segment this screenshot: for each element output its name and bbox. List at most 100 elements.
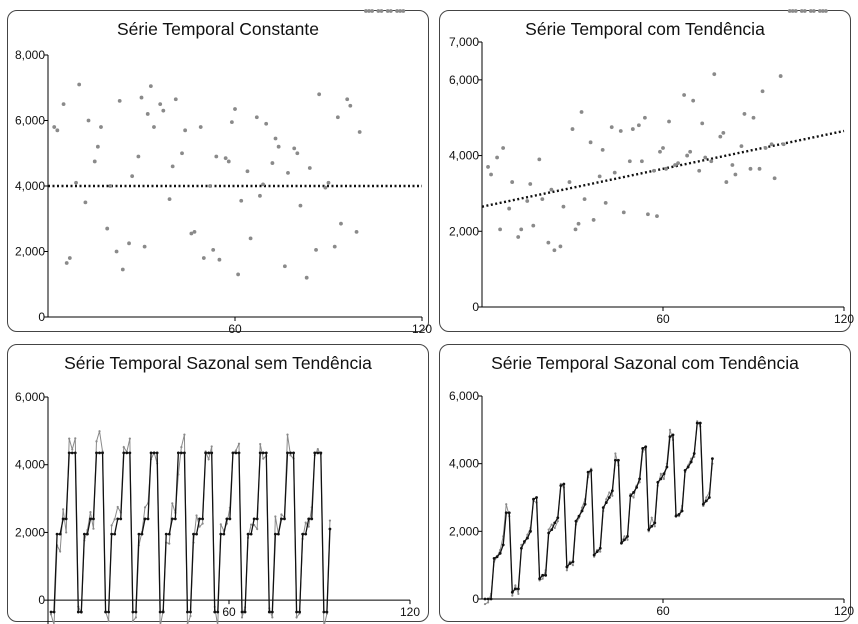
- series-point: [259, 442, 262, 446]
- series-point: [125, 451, 129, 455]
- data-point: [254, 115, 259, 120]
- series-point: [319, 451, 323, 455]
- series-point: [255, 517, 259, 521]
- data-point: [667, 119, 671, 124]
- series-point: [262, 457, 265, 460]
- series-point: [310, 517, 314, 521]
- series-point: [176, 451, 180, 455]
- series-point: [580, 509, 584, 513]
- series-point: [170, 517, 174, 521]
- x-tick-label: 120: [412, 322, 432, 336]
- data-point: [170, 164, 175, 169]
- y-tick-label: 0: [38, 593, 45, 607]
- series-point: [62, 508, 65, 511]
- data-point: [646, 212, 650, 217]
- x-tick-label: 120: [834, 312, 854, 326]
- series-point: [116, 517, 120, 521]
- data-point: [760, 89, 765, 94]
- series-point: [644, 445, 648, 449]
- series-point: [599, 550, 602, 553]
- series-point: [322, 610, 326, 614]
- series-point: [189, 610, 192, 614]
- series-point: [483, 597, 487, 601]
- data-point: [298, 203, 303, 208]
- data-point: [139, 95, 144, 100]
- data-point: [781, 142, 786, 147]
- data-point: [64, 261, 69, 265]
- data-point: [495, 155, 499, 160]
- data-point: [811, 9, 816, 13]
- series-point: [183, 433, 186, 436]
- data-point: [370, 9, 375, 13]
- series-point: [167, 532, 171, 536]
- data-point: [528, 182, 533, 186]
- chart-panel-trend: Série Temporal com Tendência 0 2,000 4,000…: [439, 9, 854, 332]
- y-tick-label: 4,000: [15, 458, 45, 472]
- series-point: [680, 509, 684, 513]
- series-point: [607, 496, 611, 499]
- series-point: [143, 506, 147, 509]
- data-point: [721, 130, 726, 135]
- series-point: [89, 511, 92, 514]
- series-point: [547, 528, 550, 531]
- data-point: [507, 206, 512, 211]
- data-point: [778, 74, 783, 78]
- data-point: [510, 180, 515, 184]
- data-point: [757, 166, 762, 171]
- data-point: [67, 256, 72, 260]
- series-point: [710, 457, 714, 460]
- data-point: [664, 166, 668, 171]
- series-line-light: [50, 431, 331, 624]
- series-point: [662, 472, 666, 476]
- series-point: [707, 496, 711, 499]
- data-point: [600, 147, 605, 152]
- data-point: [802, 9, 807, 13]
- series-point: [137, 532, 141, 536]
- data-point: [655, 214, 659, 219]
- series-point: [650, 524, 654, 528]
- data-point: [233, 107, 237, 111]
- data-point: [339, 221, 343, 226]
- series-point: [571, 564, 575, 567]
- data-point: [229, 120, 234, 125]
- data-point: [136, 154, 141, 159]
- data-point: [183, 128, 188, 133]
- y-tick-label: 0: [472, 300, 479, 314]
- chart-panel-seasonal-trend: Série Temporal Sazonal com Tendência 0 2,…: [439, 344, 854, 622]
- series-point: [73, 451, 77, 455]
- series-point: [207, 451, 211, 455]
- data-point: [498, 227, 502, 232]
- data-point: [236, 272, 241, 277]
- series-point: [520, 543, 523, 546]
- series-point: [95, 451, 98, 455]
- data-point: [769, 142, 774, 147]
- series-point: [623, 535, 626, 538]
- series-point: [246, 532, 250, 536]
- data-point: [292, 146, 297, 151]
- series-point: [635, 485, 639, 489]
- series-point: [492, 557, 496, 560]
- data-point: [145, 112, 150, 116]
- data-point: [688, 149, 693, 154]
- data-point: [579, 110, 584, 114]
- x-tick-label: 60: [228, 322, 242, 336]
- data-point: [127, 241, 131, 246]
- series-point: [617, 458, 620, 462]
- series-point: [507, 511, 511, 515]
- data-point: [730, 163, 735, 167]
- series-point: [122, 451, 126, 455]
- data-point: [354, 229, 359, 234]
- series-point: [49, 610, 53, 614]
- data-point: [52, 125, 57, 129]
- series-point: [668, 435, 672, 438]
- data-point: [261, 182, 265, 187]
- data-point: [712, 72, 717, 77]
- series-point: [104, 610, 107, 614]
- y-tick-label: 2,000: [449, 224, 479, 238]
- data-point: [772, 176, 777, 181]
- series-point: [313, 451, 317, 455]
- series-point: [61, 517, 65, 521]
- series-point: [601, 506, 605, 510]
- series-point: [641, 447, 645, 450]
- series-point: [526, 536, 529, 540]
